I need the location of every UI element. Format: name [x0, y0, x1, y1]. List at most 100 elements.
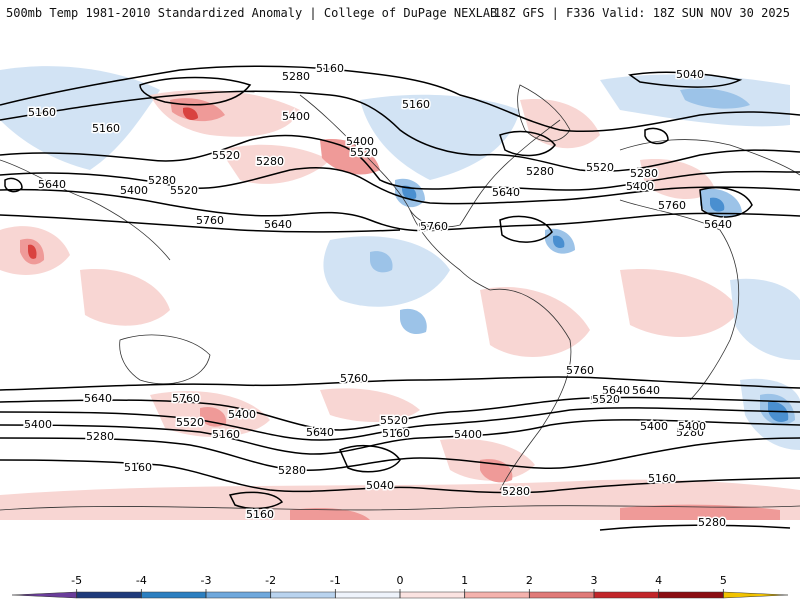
- contour-label: 5520: [586, 161, 614, 174]
- warm-anomaly-antarctic-1: [290, 508, 370, 520]
- colorbar-tick-label: -5: [71, 574, 82, 587]
- coast-greenland: [517, 84, 571, 142]
- coast-north-america: [299, 94, 561, 228]
- contour-label: 5040: [366, 479, 394, 492]
- warm-anomaly-south-atlantic: [320, 388, 420, 422]
- contour-label: 5640: [632, 384, 660, 397]
- colorbar-segment: [593, 591, 659, 599]
- contour-closed-hudson: [499, 130, 556, 157]
- warm-anomaly-south-america: [480, 286, 590, 357]
- contour-label: 5160: [124, 461, 152, 474]
- contour-label: 5400: [640, 420, 668, 433]
- coast-europe: [619, 139, 800, 176]
- contour-label: 5160: [28, 106, 56, 119]
- colorbar-segment: [205, 591, 271, 599]
- contour-label: 5280: [698, 516, 726, 529]
- colorbar-tick-label: 0: [397, 574, 404, 587]
- contour-label: 5520: [170, 184, 198, 197]
- contour-label: 5520: [176, 416, 204, 429]
- cool-anomaly-indian-ocean: [730, 278, 800, 360]
- contour-label: 5400: [282, 110, 310, 123]
- contour-sh-5640: [0, 396, 800, 431]
- contour-label: 5280: [282, 70, 310, 83]
- contour-label: 5760: [566, 364, 594, 377]
- contour-nh-5520: [0, 166, 800, 205]
- contour-label: 5760: [172, 392, 200, 405]
- contour-label: 5160: [648, 472, 676, 485]
- contour-nh-5640: [0, 188, 800, 232]
- colorbar-segment: [723, 591, 789, 599]
- contour-label: 5520: [350, 146, 378, 159]
- contour-label: 5280: [256, 155, 284, 168]
- warm-anomaly-antarctic-band: [0, 479, 800, 520]
- colorbar-segment: [11, 591, 77, 599]
- colorbar-tick-label: 5: [720, 574, 727, 587]
- colorbar-segment: [335, 591, 401, 599]
- contour-closed-atlantic: [499, 215, 553, 243]
- warm-anomaly-maritime: [80, 269, 170, 326]
- colorbar-tick-label: -1: [330, 574, 341, 587]
- contour-label: 5520: [212, 149, 240, 162]
- contour-label: 5640: [492, 186, 520, 199]
- contour-label: 5280: [86, 430, 114, 443]
- colorbar-tick-label: 1: [461, 574, 468, 587]
- coast-africa: [619, 199, 740, 401]
- contour-label: 5160: [402, 98, 430, 111]
- contour-label: 5160: [316, 62, 344, 75]
- colorbar-tick-label: -4: [136, 574, 147, 587]
- colorbar-tick-label: 3: [591, 574, 598, 587]
- contour-label: 5400: [346, 135, 374, 148]
- colorbar-bar: [11, 591, 789, 599]
- cool-anomaly-mediterranean-core: [710, 197, 725, 212]
- contour-label: 5400: [678, 420, 706, 433]
- anomaly-map: 5160 5280 5400 5160 5040 5160 5160 5520 …: [0, 40, 800, 560]
- contour-label: 5760: [196, 214, 224, 227]
- warm-anomaly-pacific-nw: [220, 144, 330, 184]
- colorbar-ticks: -5 -4 -3 -2 -1 0 1 2 3 4 5: [71, 574, 727, 598]
- warm-anomaly-alaska-peak: [183, 107, 198, 120]
- contour-label: 5400: [228, 408, 256, 421]
- contour-label: 5280: [278, 464, 306, 477]
- contour-nh-5760: [0, 214, 401, 233]
- contour-label: 5280: [676, 426, 704, 439]
- contour-label: 5400: [454, 428, 482, 441]
- contour-sh-5160: [0, 459, 800, 494]
- contour-sh-5040: [338, 444, 401, 473]
- coast-antarctica: [0, 505, 800, 511]
- contour-label: 5160: [246, 508, 274, 521]
- contour-label: 5280: [148, 174, 176, 187]
- contour-label: 5760: [420, 220, 448, 233]
- contour-label: 5160: [382, 427, 410, 440]
- contour-label: 5640: [602, 384, 630, 397]
- model-run-info: 18Z GFS | F336 Valid: 18Z SUN NOV 30 202…: [493, 6, 790, 20]
- contour-nh-5400: [0, 134, 800, 191]
- contour-label: 5400: [120, 184, 148, 197]
- colorbar-segment: [399, 591, 465, 599]
- warm-anomaly-antarctic-2: [620, 504, 780, 520]
- warm-anomaly-greenland: [520, 99, 600, 149]
- contour-closed-aleutian: [139, 76, 252, 106]
- contour-label: 5640: [84, 392, 112, 405]
- contour-sh-5520: [0, 407, 800, 441]
- contour-sh-5280: [0, 437, 800, 471]
- map-title: 500mb Temp 1981-2010 Standardized Anomal…: [6, 6, 498, 20]
- contour-nh-5160: [0, 65, 800, 133]
- anomaly-shading: [0, 66, 800, 520]
- cool-anomaly-arctic-na: [0, 66, 160, 170]
- cool-anomaly-pacific-core-1: [370, 251, 393, 273]
- coast-australia: [119, 334, 211, 385]
- contour-label: 5640: [306, 426, 334, 439]
- contour-label: 5040: [676, 68, 704, 81]
- colorbar-segment: [270, 591, 336, 599]
- contour-label: 5160: [212, 428, 240, 441]
- coast-central-america: [409, 209, 491, 291]
- contour-closed-europe-small: [644, 127, 669, 145]
- contour-labels: 5160 5280 5400 5160 5040 5160 5160 5520 …: [23, 61, 734, 531]
- contour-label: 5520: [380, 414, 408, 427]
- contour-sh-5760: [0, 376, 800, 391]
- contour-label: 5400: [626, 180, 654, 193]
- contour-label: 5280: [502, 485, 530, 498]
- contour-label: 5280: [526, 165, 554, 178]
- contour-sh-5400: [0, 419, 800, 455]
- cool-anomaly-atlantic-low-core: [553, 235, 565, 249]
